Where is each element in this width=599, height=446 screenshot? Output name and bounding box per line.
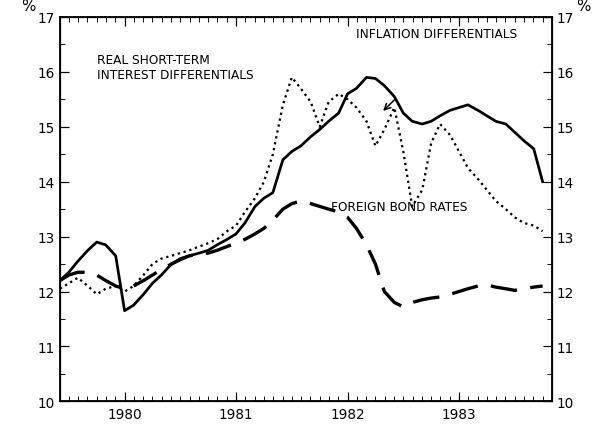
Text: %: %: [576, 0, 590, 14]
Text: INFLATION DIFFERENTIALS: INFLATION DIFFERENTIALS: [356, 28, 517, 41]
Text: %: %: [21, 0, 35, 14]
Text: FOREIGN BOND RATES: FOREIGN BOND RATES: [331, 200, 467, 213]
Text: REAL SHORT-TERM
INTEREST DIFFERENTIALS: REAL SHORT-TERM INTEREST DIFFERENTIALS: [96, 54, 253, 82]
